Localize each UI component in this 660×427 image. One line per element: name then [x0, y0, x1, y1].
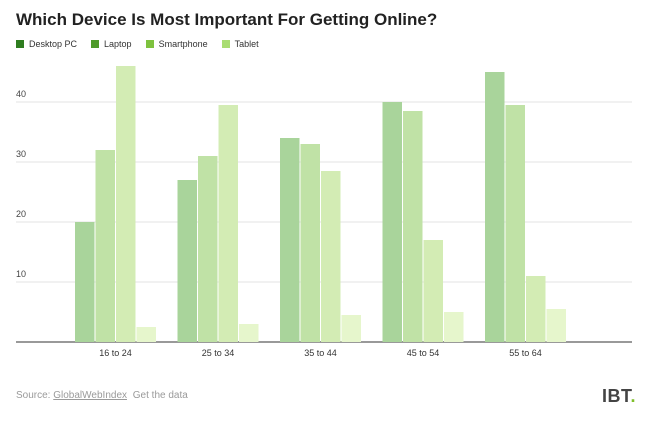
bar-tablet: [341, 315, 361, 342]
legend-swatch-desktop-pc: [16, 40, 24, 48]
bar-desktop-pc: [177, 180, 197, 342]
bar-desktop-pc: [485, 72, 505, 342]
bar-laptop: [198, 156, 218, 342]
bar-smartphone: [218, 105, 238, 342]
y-tick-label: 20: [16, 209, 26, 219]
bar-laptop: [403, 111, 423, 342]
legend: Desktop PC Laptop Smartphone Tablet: [16, 39, 259, 49]
bar-tablet: [136, 327, 156, 342]
legend-item-laptop[interactable]: Laptop: [91, 39, 132, 49]
x-tick-label: 16 to 24: [99, 348, 132, 358]
bar-desktop-pc: [75, 222, 95, 342]
source-link[interactable]: GlobalWebIndex: [53, 390, 127, 401]
ibt-logo: IBT.: [602, 386, 636, 407]
bar-desktop-pc: [280, 138, 300, 342]
y-tick-label: 30: [16, 149, 26, 159]
bar-smartphone: [423, 240, 443, 342]
footer: Source: GlobalWebIndex Get the data: [16, 390, 188, 401]
x-tick-label: 45 to 54: [407, 348, 440, 358]
y-tick-label: 40: [16, 89, 26, 99]
bar-smartphone: [526, 276, 546, 342]
logo-dot: .: [630, 386, 636, 406]
source-label: Source:: [16, 390, 51, 401]
y-tick-label: 10: [16, 269, 26, 279]
bar-chart: 10 20 30 40 16 to 24 25 to 34 35 to 44 45 to 54…: [16, 66, 632, 358]
legend-swatch-smartphone: [145, 40, 154, 48]
get-data-link[interactable]: Get the data: [132, 390, 188, 401]
logo-text: IBT: [601, 386, 631, 406]
bar-tablet: [444, 312, 464, 342]
legend-swatch-laptop: [91, 40, 100, 48]
legend-label-desktop-pc: Desktop PC: [29, 39, 78, 49]
bar-tablet: [239, 324, 259, 342]
legend-label-tablet: Tablet: [234, 39, 259, 49]
bar-desktop-pc: [382, 102, 402, 342]
bar-tablet: [546, 309, 566, 342]
legend-swatch-tablet: [221, 40, 230, 48]
bar-smartphone: [321, 171, 341, 342]
x-tick-label: 25 to 34: [202, 348, 235, 358]
bar-laptop: [300, 144, 320, 342]
legend-item-tablet[interactable]: Tablet: [221, 39, 259, 49]
legend-label-laptop: Laptop: [104, 39, 132, 49]
legend-label-smartphone: Smartphone: [158, 39, 208, 49]
x-tick-label: 35 to 44: [304, 348, 337, 358]
bar-laptop: [505, 105, 525, 342]
legend-item-desktop-pc[interactable]: Desktop PC: [16, 39, 77, 49]
x-tick-label: 55 to 64: [509, 348, 542, 358]
chart-title: Which Device Is Most Important For Getti…: [16, 10, 438, 29]
legend-item-smartphone[interactable]: Smartphone: [145, 39, 208, 49]
bar-laptop: [95, 150, 115, 342]
bar-smartphone: [116, 66, 136, 342]
